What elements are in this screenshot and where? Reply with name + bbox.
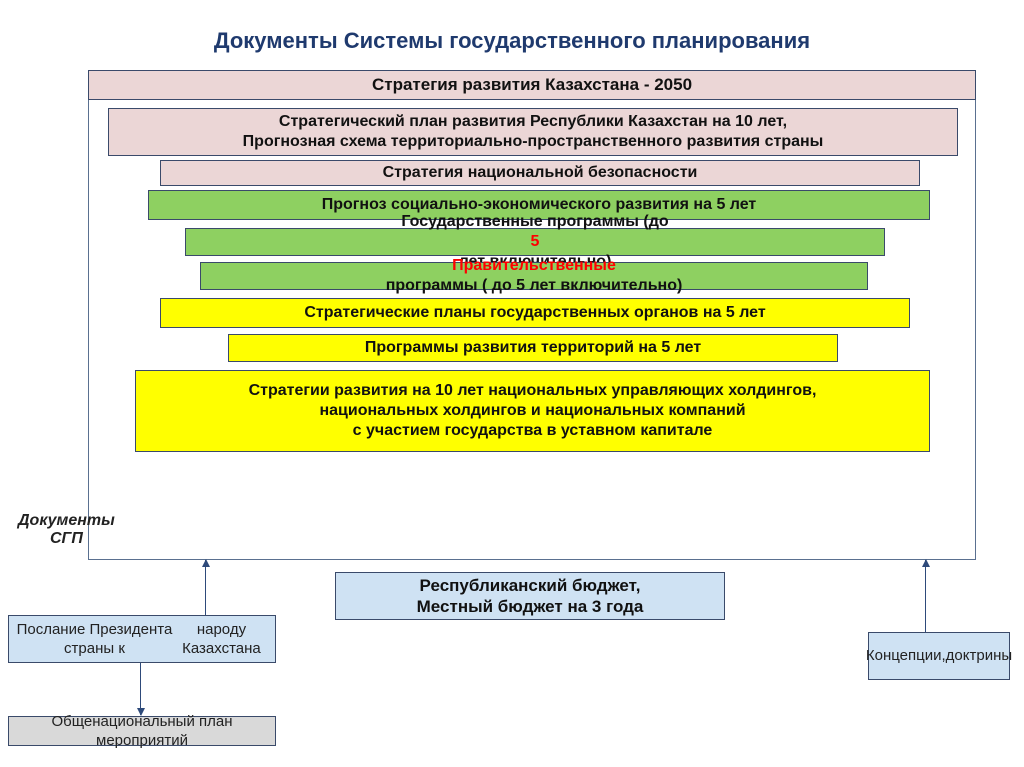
hierarchy-bar-b9: Стратегии развития на 10 лет национальны… bbox=[135, 370, 930, 452]
hierarchy-bar-b1: Стратегия развития Казахстана - 2050 bbox=[88, 70, 976, 100]
docs-sgp-label: Документы СГП bbox=[18, 512, 115, 548]
hierarchy-bar-b2: Стратегический план развития Республики … bbox=[108, 108, 958, 156]
national-plan-box: Общенациональный план мероприятий bbox=[8, 716, 276, 746]
hierarchy-bar-b6: Правительственные программы ( до 5 лет в… bbox=[200, 262, 868, 290]
hierarchy-bar-b7: Стратегические планы государственных орг… bbox=[160, 298, 910, 328]
diagram-title: Документы Системы государственного плани… bbox=[0, 0, 1024, 62]
arrow-a1 bbox=[205, 560, 206, 615]
president-message-box: Послание Президента страны кнароду Казах… bbox=[8, 615, 276, 663]
budget-box: Республиканский бюджет,Местный бюджет на… bbox=[335, 572, 725, 620]
arrow-a2 bbox=[925, 560, 926, 632]
docs-label-line2: СГП bbox=[50, 530, 83, 547]
docs-label-line1: Документы bbox=[18, 512, 115, 529]
hierarchy-bar-b5: Государственные программы (до 5 лет вклю… bbox=[185, 228, 885, 256]
hierarchy-bar-b8: Программы развития территорий на 5 лет bbox=[228, 334, 838, 362]
arrow-a3 bbox=[140, 663, 141, 715]
hierarchy-bar-b3: Стратегия национальной безопасности bbox=[160, 160, 920, 186]
concepts-doctrines-box: Концепции,доктрины bbox=[868, 632, 1010, 680]
